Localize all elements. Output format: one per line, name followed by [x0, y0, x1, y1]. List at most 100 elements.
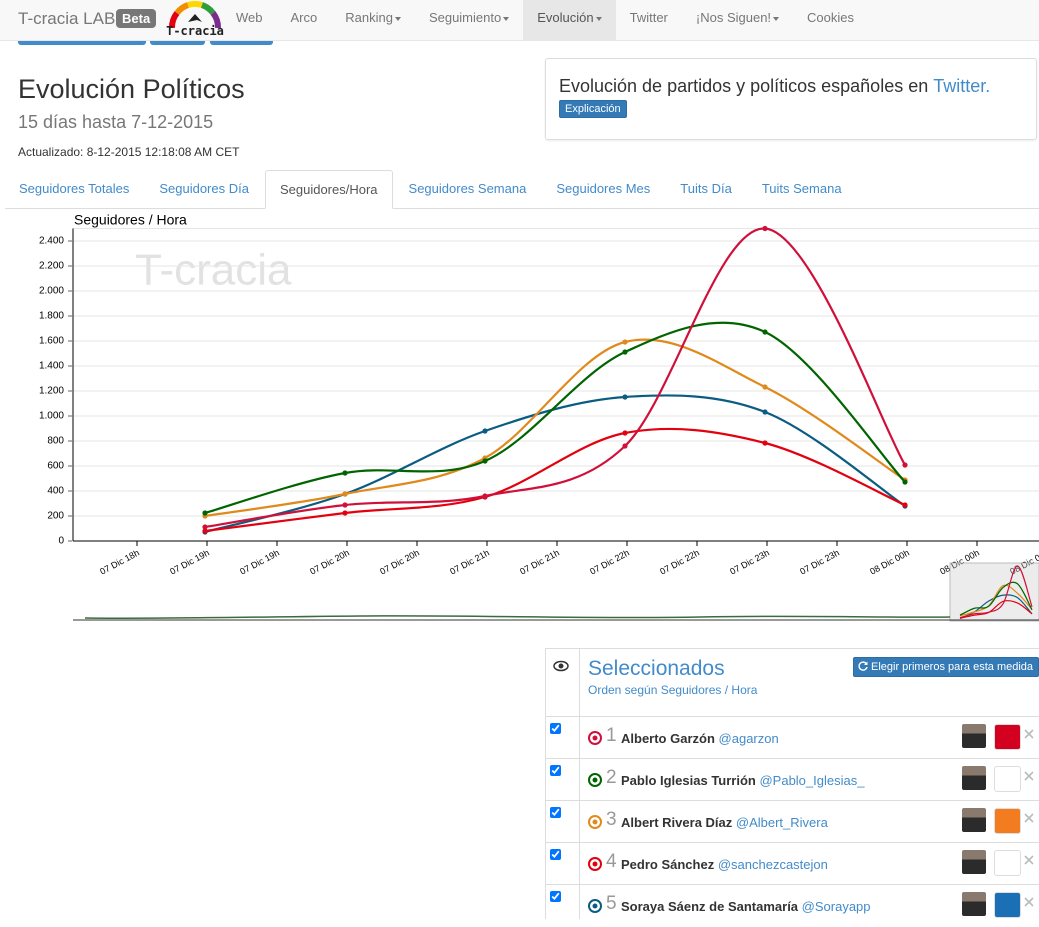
x-tick-label: 07 Dic 22h	[588, 548, 631, 577]
data-point	[622, 349, 628, 355]
explain-button[interactable]: Explicación	[559, 100, 627, 118]
y-tick-label: 800	[47, 436, 64, 447]
nav-label: Seguimiento	[428, 10, 502, 25]
party-logo	[994, 892, 1021, 918]
series-marker	[588, 773, 602, 787]
y-tick-label: 600	[47, 461, 64, 472]
remove-cross	[1024, 813, 1034, 823]
party-logo	[994, 850, 1021, 876]
tab[interactable]: Seguidores Semana	[408, 181, 527, 196]
nav-label: Ranking	[345, 10, 393, 25]
eye-icon	[553, 660, 569, 672]
nav-item[interactable]: Web	[222, 0, 277, 40]
y-tick-label: 1.400	[39, 361, 64, 372]
tab[interactable]: Seguidores Día	[159, 181, 249, 196]
checkbox[interactable]	[550, 723, 561, 734]
tabs: Seguidores Totales Seguidores Día Seguidor…	[5, 170, 1039, 209]
series-line	[204, 394, 906, 534]
checkbox[interactable]	[550, 765, 561, 776]
x-tick-label: 07 Dic 18h	[98, 548, 141, 577]
marker-dot	[592, 735, 598, 741]
legend-row: 4 Pedro Sánchez @sanchezcastejon	[546, 842, 1039, 885]
caret	[595, 16, 602, 21]
button-edge	[210, 41, 273, 45]
data-point	[342, 510, 348, 516]
nav-label: ¡Nos Siguen!	[695, 10, 772, 25]
data-point	[902, 479, 908, 485]
tab[interactable]: Seguidores/Hora	[264, 170, 393, 209]
beta-badge: Beta	[116, 9, 157, 28]
nav-label: Evolución	[537, 10, 594, 25]
tab[interactable]: Tuits Semana	[761, 181, 842, 196]
person-handle[interactable]: @agarzon	[718, 731, 779, 746]
nav-item[interactable]: Cookies	[793, 0, 868, 40]
person-handle[interactable]: @Albert_Rivera	[735, 815, 828, 830]
nav-item[interactable]: Ranking	[331, 0, 415, 40]
x-tick-label: 07 Dic 23h	[798, 548, 841, 577]
data-point	[342, 470, 348, 476]
person-handle[interactable]: @Pablo_Iglesias_	[759, 773, 865, 788]
person-name: Albert Rivera Díaz	[621, 815, 733, 830]
remove-icon[interactable]	[1024, 897, 1034, 907]
data-point	[762, 384, 768, 390]
button-edge	[18, 41, 146, 45]
select-top-button[interactable]: Elegir primeros para esta medida	[853, 657, 1039, 677]
remove-icon[interactable]	[1024, 813, 1034, 823]
data-point	[342, 491, 348, 497]
caret	[503, 16, 510, 21]
series-marker	[588, 815, 602, 829]
remove-cross	[1024, 771, 1034, 781]
nav-item[interactable]: Seguimiento	[415, 0, 523, 40]
brand[interactable]: T-cracia LAB	[18, 9, 116, 28]
person-name: Pedro Sánchez	[621, 857, 715, 872]
marker-ring	[588, 899, 602, 913]
twitter-link[interactable]: Twitter.	[933, 76, 991, 96]
x-tick-label: 07 Dic 21h	[518, 548, 561, 577]
nav-label: Arco	[290, 10, 318, 25]
x-tick-label: 07 Dic 20h	[378, 548, 421, 577]
person-handle[interactable]: @sanchezcastejon	[717, 857, 828, 872]
caret	[394, 16, 401, 21]
marker-ring	[588, 857, 602, 871]
subtitle: 15 días hasta 7-12-2015	[18, 112, 214, 132]
logo[interactable]: T-cracia	[164, 0, 226, 40]
tab[interactable]: Tuits Día	[680, 181, 732, 196]
data-point	[202, 524, 208, 530]
column-divider	[579, 649, 580, 919]
tab[interactable]: Seguidores Totales	[19, 181, 130, 196]
person-handle[interactable]: @Sorayapp	[801, 899, 871, 914]
x-tick-label: 08 Dic 00h	[868, 548, 911, 577]
checkbox[interactable]	[550, 891, 561, 902]
nav-label: Cookies	[807, 10, 855, 25]
party-logo	[994, 808, 1021, 834]
navigator-line	[959, 565, 1033, 619]
avatar	[962, 766, 986, 790]
rank: 5	[606, 893, 617, 914]
party-logo	[994, 724, 1021, 750]
remove-cross	[1024, 855, 1034, 865]
nav-item[interactable]: Arco	[277, 0, 332, 40]
remove-cross	[1024, 729, 1034, 739]
remove-icon[interactable]	[1024, 771, 1034, 781]
y-tick-label: 1.000	[39, 411, 64, 422]
y-tick-label: 2.400	[39, 236, 64, 247]
remove-icon[interactable]	[1024, 855, 1034, 865]
avatar	[962, 724, 986, 748]
x-tick-label: 07 Dic 19h	[168, 548, 211, 577]
tab[interactable]: Seguidores Mes	[556, 181, 651, 196]
remove-icon[interactable]	[1024, 729, 1034, 739]
nav-item[interactable]: Twitter	[616, 0, 682, 40]
logo-text: T-cracia	[166, 24, 224, 38]
panel-subtitle: Orden según Seguidores / Hora	[588, 683, 758, 697]
data-point	[762, 440, 768, 446]
data-point	[622, 339, 628, 345]
checkbox[interactable]	[550, 849, 561, 860]
marker-dot	[592, 819, 598, 825]
avatar	[962, 892, 986, 916]
nav-item[interactable]: ¡Nos Siguen!	[682, 0, 793, 40]
marker-dot	[592, 903, 598, 909]
data-point	[482, 458, 488, 464]
nav-item[interactable]: Evolución	[523, 0, 616, 40]
y-tick-label: 1.600	[39, 336, 64, 347]
checkbox[interactable]	[550, 807, 561, 818]
